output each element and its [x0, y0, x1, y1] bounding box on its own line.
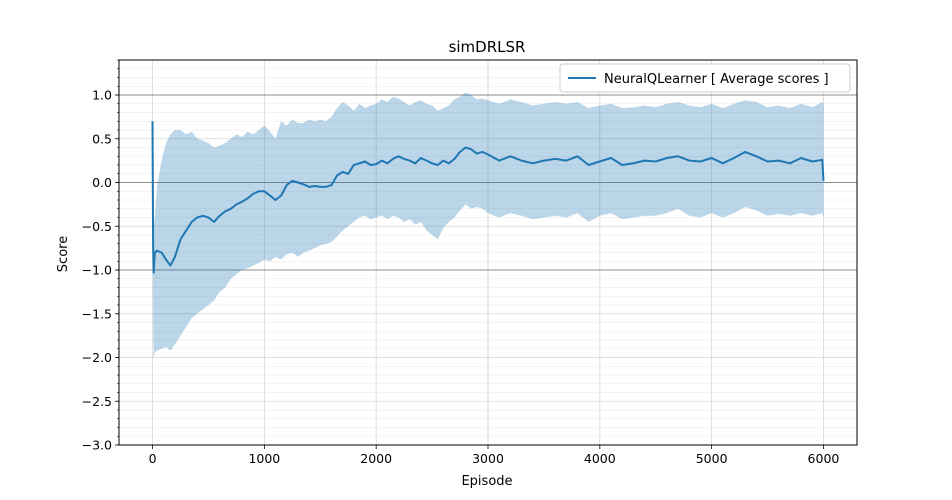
y-axis-label: Score [56, 236, 71, 272]
reference-lines [119, 94, 857, 271]
x-axis-ticks: 0 1000 2000 3000 4000 5000 6000 [149, 445, 840, 466]
x-tick-label: 3000 [472, 451, 504, 466]
x-tick-label: 0 [149, 451, 157, 466]
y-axis-ticks: −3.0 −2.5 −2.0 −1.5 −1.0 −0.5 0.0 0.5 1.0 [82, 59, 119, 453]
x-tick-label: 1000 [248, 451, 280, 466]
std-band [152, 92, 824, 358]
x-tick-label: 2000 [360, 451, 392, 466]
y-tick-label: −2.5 [82, 394, 112, 409]
y-tick-label: −1.0 [82, 263, 112, 278]
x-tick-label: 4000 [584, 451, 616, 466]
legend: NeuralQLearner [ Average scores ] [559, 63, 851, 93]
y-tick-label: −1.5 [82, 306, 112, 321]
x-axis-label: Episode [461, 474, 512, 489]
plot-area [118, 59, 858, 446]
legend-box [559, 63, 851, 93]
legend-label: NeuralQLearner [ Average scores ] [604, 72, 829, 87]
y-tick-label: −2.0 [82, 350, 112, 365]
chart-title: simDRLSR [449, 38, 526, 56]
series-line [151, 121, 825, 274]
y-tick-label: 0.5 [92, 131, 112, 146]
y-tick-label: 0.0 [92, 175, 112, 190]
y-tick-label: 1.0 [92, 88, 112, 103]
x-tick-label: 6000 [808, 451, 840, 466]
x-tick-label: 5000 [696, 451, 728, 466]
y-tick-label: −0.5 [82, 219, 112, 234]
y-tick-label: −3.0 [82, 438, 112, 453]
